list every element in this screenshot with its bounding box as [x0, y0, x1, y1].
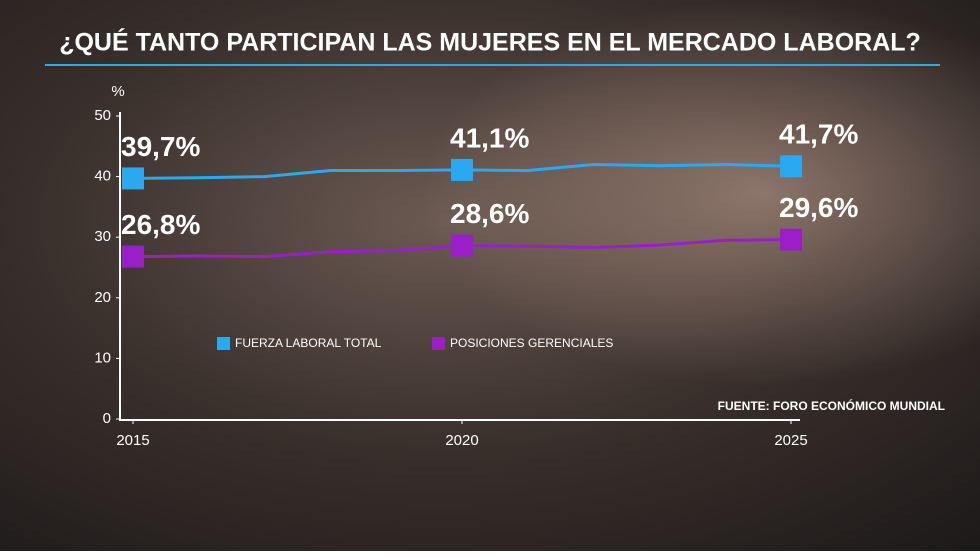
data-label: 28,6%	[450, 198, 529, 229]
legend-swatch	[217, 337, 230, 350]
legend-label: POSICIONES GERENCIALES	[450, 336, 613, 350]
y-tick-label: 40	[94, 168, 111, 185]
y-tick-label: 0	[103, 410, 111, 427]
data-label: 29,6%	[779, 192, 858, 223]
point-marker	[451, 158, 473, 181]
data-label: 26,8%	[121, 209, 200, 240]
y-tick-label: 30	[94, 228, 111, 245]
y-axis-label: %	[111, 83, 124, 100]
x-tick-label: 2025	[774, 432, 807, 449]
data-label: 41,7%	[779, 119, 858, 150]
point-marker	[780, 228, 802, 251]
y-tick-label: 50	[94, 107, 111, 124]
legend-label: FUERZA LABORAL TOTAL	[235, 336, 382, 350]
data-label: 39,7%	[121, 131, 200, 162]
y-tick-label: 20	[94, 289, 111, 306]
point-marker	[122, 167, 144, 190]
x-tick-label: 2015	[116, 432, 149, 449]
point-marker	[451, 234, 473, 257]
data-label: 41,1%	[450, 122, 529, 153]
chart-title: ¿QUÉ TANTO PARTICIPAN LAS MUJERES EN EL …	[59, 28, 921, 57]
point-marker	[122, 245, 144, 268]
source: FUENTE: FORO ECONÓMICO MUNDIAL	[718, 398, 945, 413]
x-tick-label: 2020	[445, 432, 478, 449]
point-marker	[780, 155, 802, 178]
legend-swatch	[432, 337, 445, 350]
y-tick-label: 10	[94, 349, 111, 366]
